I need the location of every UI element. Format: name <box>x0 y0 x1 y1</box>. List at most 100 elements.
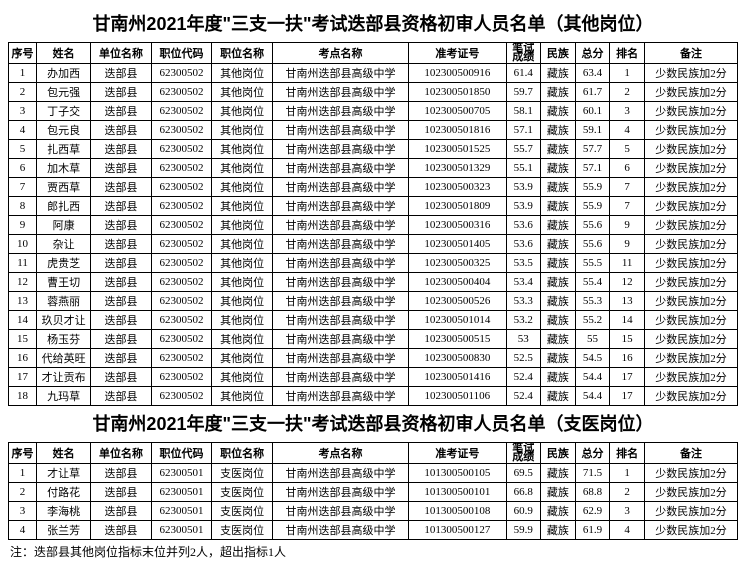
cell: 102300501014 <box>409 311 506 330</box>
cell: 少数民族加2分 <box>644 254 737 273</box>
col-header: 姓名 <box>37 43 91 64</box>
cell: 11 <box>610 254 645 273</box>
cell: 少数民族加2分 <box>644 121 737 140</box>
cell: 57.7 <box>575 140 610 159</box>
cell: 迭部县 <box>91 387 152 406</box>
cell: 少数民族加2分 <box>644 216 737 235</box>
cell: 九玛草 <box>37 387 91 406</box>
cell: 102300500830 <box>409 349 506 368</box>
col-header: 民族 <box>541 43 576 64</box>
cell: 7 <box>610 178 645 197</box>
cell: 甘南州迭部县高级中学 <box>272 368 408 387</box>
cell: 迭部县 <box>91 311 152 330</box>
cell: 2 <box>9 483 37 502</box>
cell: 少数民族加2分 <box>644 521 737 540</box>
cell: 甘南州迭部县高级中学 <box>272 216 408 235</box>
cell: 迭部县 <box>91 368 152 387</box>
table-row: 8郎扎西迭部县62300502其他岗位甘南州迭部县高级中学10230050180… <box>9 197 738 216</box>
cell: 其他岗位 <box>212 102 273 121</box>
cell: 郎扎西 <box>37 197 91 216</box>
cell: 少数民族加2分 <box>644 64 737 83</box>
cell: 甘南州迭部县高级中学 <box>272 330 408 349</box>
cell: 61.4 <box>506 64 541 83</box>
cell: 62300502 <box>151 311 212 330</box>
cell: 少数民族加2分 <box>644 178 737 197</box>
table-row: 14玖贝才让迭部县62300502其他岗位甘南州迭部县高级中学102300501… <box>9 311 738 330</box>
cell: 102300501809 <box>409 197 506 216</box>
cell: 其他岗位 <box>212 159 273 178</box>
cell: 55.7 <box>506 140 541 159</box>
cell: 5 <box>610 140 645 159</box>
table-row: 16代给英旺迭部县62300502其他岗位甘南州迭部县高级中学102300500… <box>9 349 738 368</box>
table-row: 17才让贡布迭部县62300502其他岗位甘南州迭部县高级中学102300501… <box>9 368 738 387</box>
cell: 101300500108 <box>409 502 506 521</box>
cell: 1 <box>610 64 645 83</box>
cell: 虎贵芝 <box>37 254 91 273</box>
cell: 102300500526 <box>409 292 506 311</box>
cell: 62300502 <box>151 330 212 349</box>
cell: 55.3 <box>575 292 610 311</box>
table-row: 4包元良迭部县62300502其他岗位甘南州迭部县高级中学10230050181… <box>9 121 738 140</box>
table-row: 12曹王切迭部县62300502其他岗位甘南州迭部县高级中学1023005004… <box>9 273 738 292</box>
table-row: 10杂让迭部县62300502其他岗位甘南州迭部县高级中学10230050140… <box>9 235 738 254</box>
cell: 少数民族加2分 <box>644 83 737 102</box>
cell: 少数民族加2分 <box>644 140 737 159</box>
cell: 3 <box>610 102 645 121</box>
cell: 藏族 <box>541 159 576 178</box>
col-header: 序号 <box>9 443 37 464</box>
cell: 62300502 <box>151 216 212 235</box>
cell: 62300502 <box>151 83 212 102</box>
col-header: 单位名称 <box>91 43 152 64</box>
cell: 62300502 <box>151 349 212 368</box>
cell: 62300502 <box>151 121 212 140</box>
col-header: 民族 <box>541 443 576 464</box>
cell: 少数民族加2分 <box>644 464 737 483</box>
cell: 17 <box>9 368 37 387</box>
cell: 53.9 <box>506 197 541 216</box>
cell: 甘南州迭部县高级中学 <box>272 121 408 140</box>
cell: 支医岗位 <box>212 483 273 502</box>
cell: 少数民族加2分 <box>644 387 737 406</box>
cell: 102300500916 <box>409 64 506 83</box>
cell: 9 <box>610 216 645 235</box>
table-row: 18九玛草迭部县62300502其他岗位甘南州迭部县高级中学1023005011… <box>9 387 738 406</box>
cell: 52.5 <box>506 349 541 368</box>
cell: 藏族 <box>541 368 576 387</box>
cell: 55.4 <box>575 273 610 292</box>
cell: 少数民族加2分 <box>644 159 737 178</box>
cell: 代给英旺 <box>37 349 91 368</box>
cell: 迭部县 <box>91 521 152 540</box>
cell: 102300500323 <box>409 178 506 197</box>
cell: 102300501816 <box>409 121 506 140</box>
table-row: 11虎贵芝迭部县62300502其他岗位甘南州迭部县高级中学1023005003… <box>9 254 738 273</box>
cell: 迭部县 <box>91 178 152 197</box>
cell: 迭部县 <box>91 273 152 292</box>
cell: 4 <box>610 521 645 540</box>
cell: 少数民族加2分 <box>644 330 737 349</box>
cell: 6 <box>9 159 37 178</box>
cell: 9 <box>9 216 37 235</box>
cell: 少数民族加2分 <box>644 273 737 292</box>
cell: 53 <box>506 330 541 349</box>
cell: 14 <box>9 311 37 330</box>
col-header: 排名 <box>610 43 645 64</box>
cell: 甘南州迭部县高级中学 <box>272 140 408 159</box>
cell: 甘南州迭部县高级中学 <box>272 292 408 311</box>
cell: 迭部县 <box>91 292 152 311</box>
cell: 16 <box>610 349 645 368</box>
cell: 甘南州迭部县高级中学 <box>272 178 408 197</box>
cell: 18 <box>9 387 37 406</box>
cell: 藏族 <box>541 311 576 330</box>
cell: 62300502 <box>151 197 212 216</box>
cell: 61.9 <box>575 521 610 540</box>
cell: 1 <box>610 464 645 483</box>
cell: 7 <box>9 178 37 197</box>
cell: 藏族 <box>541 102 576 121</box>
cell: 57.1 <box>575 159 610 178</box>
cell: 62300502 <box>151 102 212 121</box>
cell: 迭部县 <box>91 254 152 273</box>
table-row: 2付路花迭部县62300501支医岗位甘南州迭部县高级中学10130050010… <box>9 483 738 502</box>
col-header: 备注 <box>644 443 737 464</box>
cell: 53.9 <box>506 178 541 197</box>
cell: 9 <box>610 235 645 254</box>
